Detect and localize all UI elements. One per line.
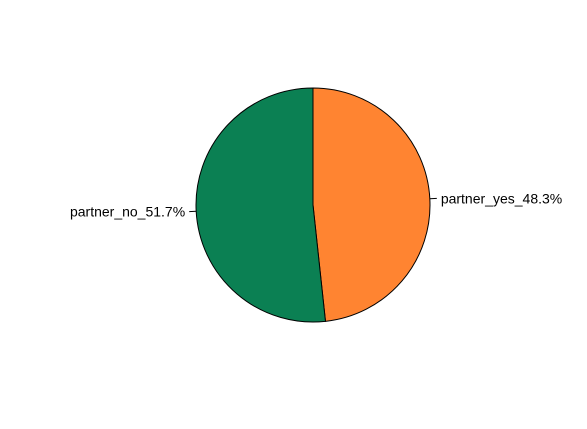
pie-slices <box>195 87 431 323</box>
pie-slice-partner-yes <box>312 87 431 322</box>
slice-label-partner-no: partner_no_51.7% <box>70 204 185 220</box>
slice-label-partner-yes: partner_yes_48.3% <box>441 190 562 206</box>
pie-slice-partner-no <box>195 87 327 323</box>
pie-label-ticks <box>189 197 437 213</box>
pie-labels: partner_yes_48.3% partner_no_51.7% <box>70 190 562 219</box>
